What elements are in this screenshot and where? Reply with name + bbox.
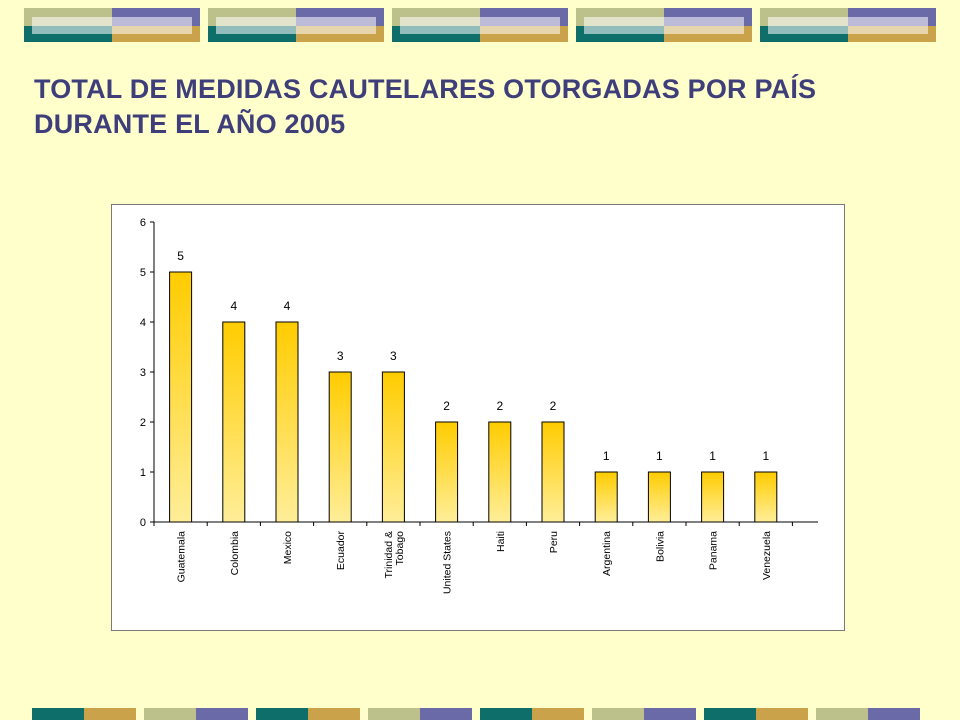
x-category-label: Haiti: [495, 531, 507, 552]
x-category-label: Bolivia: [654, 531, 666, 562]
data-label: 1: [656, 449, 663, 463]
x-category-label: Peru: [548, 531, 560, 553]
data-label: 4: [230, 299, 237, 313]
slide-title: TOTAL DE MEDIDAS CAUTELARES OTORGADAS PO…: [34, 74, 817, 139]
x-category-label: United States: [442, 531, 454, 594]
x-category-label: Venezuela: [761, 531, 773, 580]
y-tick-label: 6: [140, 217, 146, 229]
top-decoration-band: [24, 8, 936, 42]
top-deco-block: [208, 8, 384, 42]
x-category-label: Argentina: [601, 531, 613, 576]
data-label: 5: [177, 249, 184, 263]
bar-panama: [701, 471, 725, 523]
y-tick-label: 0: [140, 517, 146, 529]
data-label: 1: [709, 449, 716, 463]
bottom-deco-block: [256, 708, 360, 720]
x-category-label: Ecuador: [335, 530, 347, 570]
y-tick-label: 3: [140, 367, 146, 379]
top-deco-block: [392, 8, 568, 42]
data-label: 2: [550, 399, 557, 413]
top-deco-block: [576, 8, 752, 42]
bar-ecuador: [328, 371, 352, 523]
bar-bolivia: [647, 471, 671, 523]
bar-guatemala: [169, 271, 193, 523]
x-category-label: Mexico: [282, 531, 294, 564]
data-label: 3: [337, 349, 344, 363]
data-label: 1: [762, 449, 769, 463]
bar-haiti: [488, 421, 512, 523]
chart-canvas: 0 1 2 3 4 5 6 5 Guatemala 4 Colombia 4 Mexico 3 Ecuad…: [140, 217, 818, 594]
data-label: 1: [603, 449, 610, 463]
x-category-label: Trinidad &Tobago: [383, 531, 406, 579]
bottom-deco-block: [592, 708, 696, 720]
x-category-label: Colombia: [229, 531, 241, 576]
chart-bars: [169, 271, 778, 523]
bottom-deco-block: [480, 708, 584, 720]
y-tick-label: 4: [140, 317, 146, 329]
bottom-deco-block: [144, 708, 248, 720]
x-category-label: Panama: [708, 531, 720, 570]
bar-chart: 0 1 2 3 4 5 6 5 Guatemala 4 Colombia 4 Mexico 3 Ecuad…: [111, 204, 845, 631]
data-label: 2: [443, 399, 450, 413]
bar-colombia: [222, 321, 246, 523]
data-label: 3: [390, 349, 397, 363]
bar-united-states: [435, 421, 459, 523]
data-label: 2: [496, 399, 503, 413]
bottom-deco-block: [368, 708, 472, 720]
bar-venezuela: [754, 471, 778, 523]
data-label: 4: [284, 299, 291, 313]
bar-mexico: [275, 321, 299, 523]
bottom-deco-block: [816, 708, 920, 720]
x-category-label: Guatemala: [176, 531, 188, 583]
chart-labels: 5 Guatemala 4 Colombia 4 Mexico 3 Ecuador 3 Trini…: [176, 249, 773, 594]
top-deco-block: [760, 8, 936, 42]
bottom-decoration-band: [32, 708, 920, 720]
y-tick-label: 1: [140, 467, 146, 479]
top-deco-block: [24, 8, 200, 42]
bar-argentina: [594, 471, 618, 523]
bar-peru: [541, 421, 565, 523]
bottom-deco-block: [32, 708, 136, 720]
chart-axes: 0 1 2 3 4 5 6: [140, 217, 818, 529]
bar-trinidad-tobago: [381, 371, 405, 523]
y-tick-label: 5: [140, 267, 146, 279]
y-tick-label: 2: [140, 417, 146, 429]
bottom-deco-block: [704, 708, 808, 720]
